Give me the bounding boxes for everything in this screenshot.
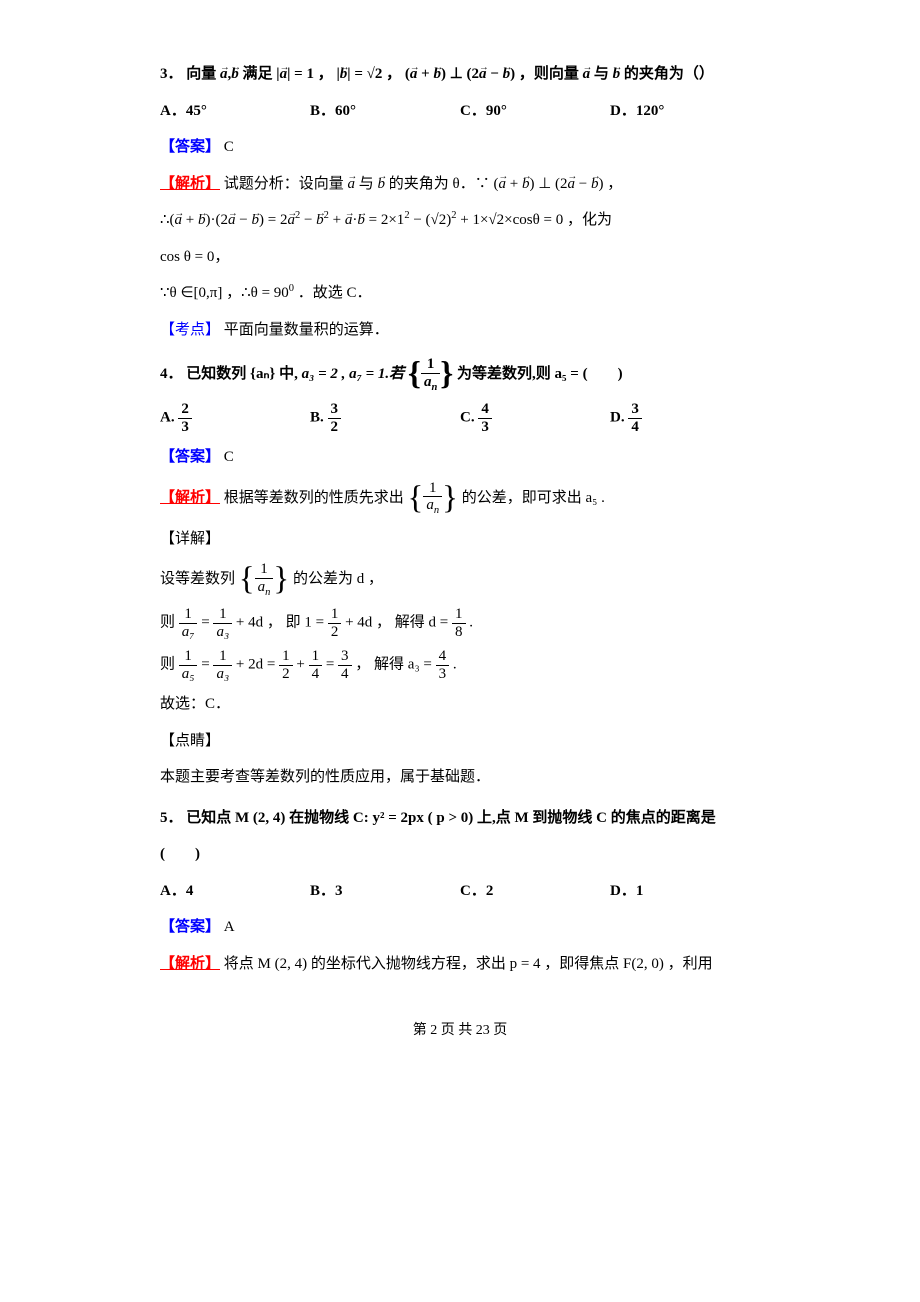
q4-dianjing-text: 本题主要考查等差数列的性质应用，属于基础题． — [160, 763, 760, 792]
q3-option-c: C．90° — [460, 97, 610, 126]
q4-option-a: A. 23 — [160, 401, 310, 435]
q4-detail-label: 【详解】 — [160, 525, 760, 554]
q4-line3: 则 1a₅ = 1a₃ + 2d = 12 + 14 = 34 ， 解得 a₃ … — [160, 648, 760, 682]
q3-analysis: 【解析】 试题分析：设向量 a 与 b 的夹角为 θ．∵ (a + b) ⊥ (… — [160, 170, 760, 199]
q5-number: 5． — [160, 810, 183, 826]
q3-kaodian: 【考点】 平面向量数量积的运算． — [160, 316, 760, 345]
analysis-label: 【解析】 — [160, 956, 220, 972]
q4-answer: 【答案】 C — [160, 443, 760, 472]
q4-option-c: C. 43 — [460, 401, 610, 435]
answer-label: 【答案】 — [160, 449, 220, 465]
q5-stem-line2: ( ) — [160, 840, 760, 869]
analysis-label: 【解析】 — [160, 490, 220, 506]
q5-option-d: D．1 — [610, 877, 760, 906]
analysis-label: 【解析】 — [160, 176, 220, 192]
q4-analysis: 【解析】 根据等差数列的性质先求出 1an 的公差，即可求出 a₅ . — [160, 480, 760, 517]
q3-answer: 【答案】 C — [160, 133, 760, 162]
answer-label: 【答案】 — [160, 139, 220, 155]
q4-line1: 设等差数列 1an 的公差为 d ， — [160, 561, 760, 598]
brace-frac-1an: 1an — [408, 356, 453, 393]
q3-options: A．45° B．60° C．90° D．120° — [160, 97, 760, 126]
q4-conclusion: 故选：C． — [160, 690, 760, 719]
q4-line2: 则 1a₇ = 1a₃ + 4d ， 即 1 = 12 + 4d ， 解得 d … — [160, 606, 760, 640]
q4-options: A. 23 B. 32 C. 43 D. 34 — [160, 401, 760, 435]
q3-calc-line: ∴(a + b)·(2a − b) = 2a2 − b2 + a·b = 2×1… — [160, 206, 760, 235]
q5-answer: 【答案】 A — [160, 913, 760, 942]
q3-theta-line: ∵θ ∈[0,π] ，∴θ = 900 ．故选 C． — [160, 279, 760, 308]
q3-option-b: B．60° — [310, 97, 460, 126]
kaodian-label: 【考点】 — [160, 322, 220, 338]
q4-stem: 4． 已知数列 {aₙ} 中, a₃ = 2 , a₇ = 1.若 1an 为等… — [160, 356, 760, 393]
q4-dianjing-label: 【点睛】 — [160, 727, 760, 756]
q3-option-a: A．45° — [160, 97, 310, 126]
q4-option-b: B. 32 — [310, 401, 460, 435]
q5-option-a: A．4 — [160, 877, 310, 906]
q4-answer-value: C — [224, 449, 234, 465]
q5-options: A．4 B．3 C．2 D．1 — [160, 877, 760, 906]
q5-option-c: C．2 — [460, 877, 610, 906]
q3-stem: 3． 向量 a,b 满足 |a| = 1 ， |b| = √2 ， (a + b… — [160, 60, 760, 89]
q4-option-d: D. 34 — [610, 401, 760, 435]
vector-a: a — [220, 66, 228, 82]
page-footer: 第 2 页 共 23 页 — [160, 1018, 760, 1045]
answer-label: 【答案】 — [160, 919, 220, 935]
q3-answer-value: C — [224, 139, 234, 155]
q4-number: 4． — [160, 366, 183, 382]
q5-option-b: B．3 — [310, 877, 460, 906]
q5-answer-value: A — [224, 919, 235, 935]
q3-option-d: D．120° — [610, 97, 760, 126]
q5-analysis: 【解析】 将点 M (2, 4) 的坐标代入抛物线方程，求出 p = 4 ，即得… — [160, 950, 760, 979]
vector-b: b — [231, 66, 239, 82]
q3-number: 3． — [160, 66, 183, 82]
q3-cos-line: cos θ = 0， — [160, 243, 760, 272]
q5-stem: 5． 已知点 M (2, 4) 在抛物线 C: y² = 2px ( p > 0… — [160, 804, 760, 833]
